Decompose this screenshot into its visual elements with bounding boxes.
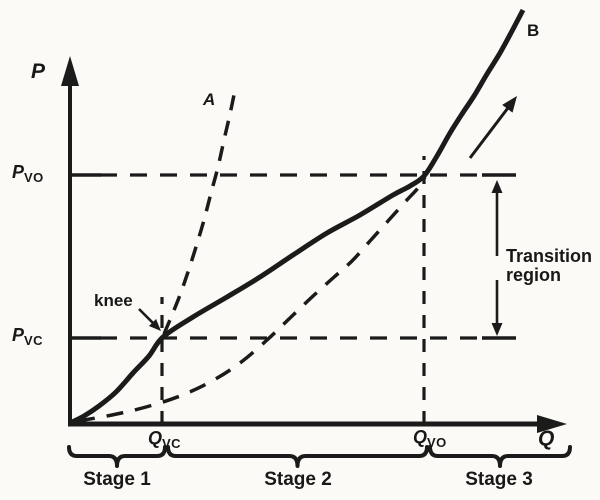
curve-B (68, 8, 526, 426)
y_axis-arrowhead (61, 56, 79, 86)
qvo-tick-label: QVO (413, 427, 447, 450)
qvo-sub: VO (427, 435, 447, 450)
stage-1-label: Stage 1 (83, 469, 151, 490)
direction-arrow-shaft (468, 104, 512, 159)
y-axis-label: P (31, 60, 46, 83)
qvo-main: Q (413, 427, 428, 447)
curve-b-label: B (527, 21, 540, 40)
direction-arrow-head (502, 96, 517, 113)
transition-region-label: Transition region (506, 247, 592, 285)
transition-line1: Transition (506, 246, 593, 266)
curve-A (162, 89, 237, 335)
stage-1-brace (67, 445, 167, 468)
pvc-sub: VC (24, 333, 44, 348)
pvo-tick-label: PVO (12, 162, 44, 185)
knee-arrow-head (148, 318, 161, 331)
pvc-main: P (12, 325, 25, 345)
curve-lower-dashed (77, 176, 427, 423)
stage-2-label: Stage 2 (264, 469, 332, 490)
knee-annotation-label: knee (94, 291, 133, 310)
x-axis-label: Q (538, 427, 555, 450)
knee-arrow-shaft (138, 308, 156, 326)
pvc-tick-label: PVC (12, 325, 44, 348)
transition-line2: region (506, 265, 562, 285)
curve-a-label: A (203, 90, 216, 109)
transition-arrow-down-head (491, 323, 503, 336)
x_axis-arrowhead (537, 415, 567, 433)
stage-3-label: Stage 3 (465, 469, 533, 490)
qvc-tick-label: QVC (148, 428, 182, 451)
transition-arrow-up-head (491, 180, 503, 193)
pvo-main: P (12, 162, 25, 182)
stage-2-brace (166, 445, 429, 468)
pvo-sub: VO (24, 170, 44, 185)
qvc-sub: VC (162, 436, 182, 451)
qvc-main: Q (148, 428, 163, 448)
stage-3-brace (428, 445, 572, 468)
